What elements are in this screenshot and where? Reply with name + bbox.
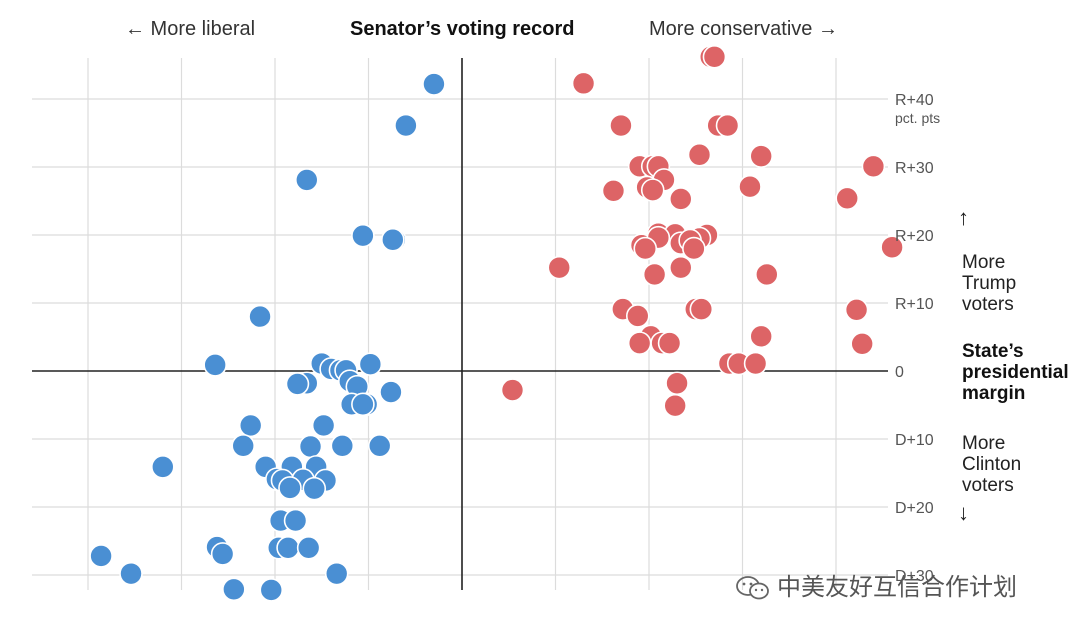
republican-senator-point xyxy=(633,236,658,261)
republican-senator-point xyxy=(835,186,860,211)
republican-senator-point xyxy=(861,154,886,179)
y-tick-label: R+30 xyxy=(895,160,934,177)
democrat-senator-point xyxy=(259,578,284,602)
y-tick-label: D+30 xyxy=(895,568,934,585)
clinton-label-line2: Clinton xyxy=(962,454,1022,475)
republican-senator-point xyxy=(625,304,650,328)
republican-senator-point xyxy=(609,113,633,138)
republican-senator-point xyxy=(850,331,874,356)
republican-senator-point xyxy=(682,236,706,261)
democrat-senator-point xyxy=(276,535,300,560)
democrat-senator-point xyxy=(367,433,392,458)
republican-senator-point xyxy=(743,351,768,376)
wechat-icon xyxy=(736,576,769,600)
y-tick-label: R+20 xyxy=(895,228,934,245)
democrat-senator-point xyxy=(294,168,319,192)
republican-senator-point xyxy=(601,179,626,203)
republican-senator-point xyxy=(844,297,869,322)
democrat-senator-point xyxy=(238,413,263,438)
trump-label-line2: Trump xyxy=(962,273,1017,294)
republican-senator-point xyxy=(702,45,727,69)
republican-senator-point xyxy=(668,255,693,280)
democrat-senator-point xyxy=(351,392,375,417)
more-conservative-label: More conservative → xyxy=(649,18,838,40)
y-tick-label: D+20 xyxy=(895,500,934,517)
republican-senator-point xyxy=(571,71,596,96)
republican-senator-point xyxy=(687,142,712,167)
republican-senator-point xyxy=(663,393,687,418)
democrat-senator-point xyxy=(351,223,375,248)
democrat-senator-point xyxy=(311,413,336,438)
democrat-senator-point xyxy=(298,434,323,459)
democrat-senator-point xyxy=(203,353,227,377)
republican-senator-point xyxy=(755,262,779,287)
data-points xyxy=(89,45,904,602)
democrat-senator-point xyxy=(330,433,355,458)
democrat-senator-point xyxy=(324,561,349,586)
republican-senator-point xyxy=(749,324,774,349)
republican-senator-point xyxy=(640,178,665,202)
axis-title-line1: State’s xyxy=(962,341,1024,362)
democrat-senator-point xyxy=(381,227,405,252)
democrat-senator-point xyxy=(278,476,302,500)
axis-title-line2: presidential xyxy=(962,362,1069,383)
republican-senator-point xyxy=(689,297,714,321)
y-tick-label: 0 xyxy=(895,364,904,381)
up-arrow-icon: ↑ xyxy=(958,205,969,230)
republican-senator-point xyxy=(749,144,774,168)
republican-senator-point xyxy=(665,371,689,396)
watermark: 中美友好互信合作计划 xyxy=(735,571,1017,603)
democrat-senator-point xyxy=(296,535,321,560)
republican-senator-point xyxy=(657,331,682,355)
clinton-label-line1: More xyxy=(962,433,1006,454)
republican-senator-point xyxy=(738,174,762,199)
republican-senator-point xyxy=(668,187,693,211)
democrat-senator-point xyxy=(283,508,308,533)
watermark-text: 中美友好互信合作计划 xyxy=(777,573,1017,601)
democrat-senator-point xyxy=(358,352,383,377)
y-tick-label: R+40 xyxy=(895,92,934,109)
democrat-senator-point xyxy=(89,544,113,568)
democrat-senator-point xyxy=(231,433,256,458)
y-tick-label: D+10 xyxy=(895,432,934,449)
democrat-senator-point xyxy=(210,542,235,566)
republican-senator-point xyxy=(627,331,652,355)
republican-senator-point xyxy=(547,255,572,280)
more-liberal-label: ← More liberal xyxy=(125,18,256,40)
democrat-senator-point xyxy=(285,372,310,396)
democrat-senator-point xyxy=(151,455,175,479)
republican-senator-point xyxy=(642,262,667,287)
trump-label-line1: More xyxy=(962,252,1006,273)
clinton-label-line3: voters xyxy=(962,475,1014,496)
y-tick-unit-label: pct. pts xyxy=(895,110,940,126)
y-tick-label: R+10 xyxy=(895,296,934,313)
democrat-senator-point xyxy=(302,476,327,501)
republican-senator-point xyxy=(715,113,740,138)
democrat-senator-point xyxy=(248,304,272,329)
axis-title-line3: margin xyxy=(962,383,1026,404)
trump-label-line3: voters xyxy=(962,294,1014,315)
democrat-senator-point xyxy=(379,380,403,404)
democrat-senator-point xyxy=(394,113,418,138)
democrat-senator-point xyxy=(222,577,246,602)
republican-senator-point xyxy=(880,235,904,260)
axes xyxy=(32,58,888,590)
democrat-senator-point xyxy=(119,561,143,586)
grid-lines xyxy=(32,58,888,590)
republican-senator-point xyxy=(500,378,525,402)
chart-title: Senator’s voting record xyxy=(350,18,575,40)
down-arrow-icon: ↓ xyxy=(958,500,969,525)
democrat-senator-point xyxy=(422,72,446,96)
